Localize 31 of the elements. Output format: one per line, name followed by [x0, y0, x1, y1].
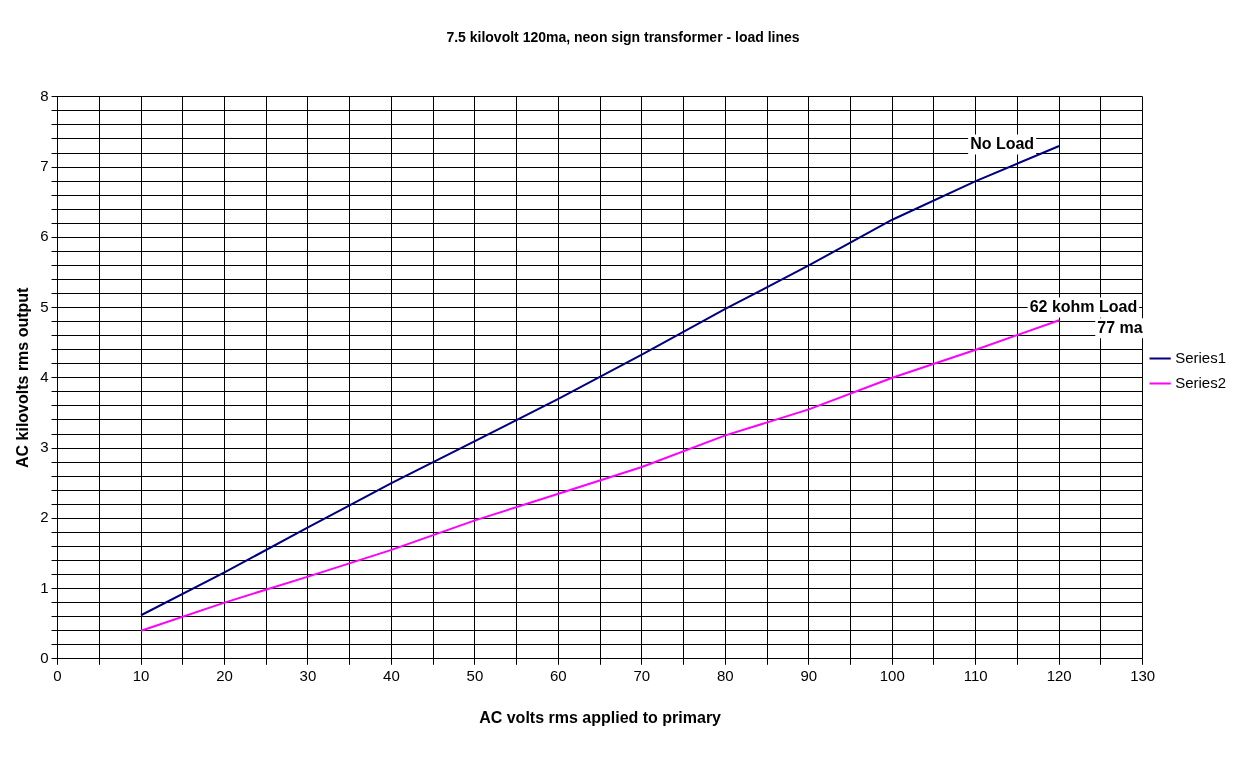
- x-tick-label: 90: [800, 666, 818, 684]
- y-tick-label: 5: [40, 297, 49, 315]
- chart-title: 7.5 kilovolt 120ma, neon sign transformer - load lines: [446, 29, 800, 46]
- y-tick-label: 6: [40, 227, 49, 245]
- y-tick-label: 0: [40, 648, 49, 666]
- x-tick-label: 70: [633, 666, 651, 684]
- legend-label: Series2: [1175, 373, 1226, 391]
- y-tick-label: 2: [40, 508, 49, 526]
- y-tick-label: 1: [40, 578, 49, 596]
- x-tick-label: 20: [216, 666, 233, 684]
- x-tick-label: 30: [299, 666, 317, 684]
- y-tick-label: 3: [40, 438, 49, 456]
- annotation: No Load: [970, 134, 1035, 152]
- annotation: 77 ma: [1097, 318, 1143, 336]
- x-tick-label: 0: [53, 666, 62, 684]
- x-tick-label: 110: [963, 666, 988, 684]
- legend-label: Series1: [1175, 348, 1226, 366]
- x-tick-label: 10: [132, 666, 150, 684]
- y-tick-label: 8: [40, 86, 49, 104]
- y-axis-title: AC kilovolts rms output: [14, 286, 32, 469]
- x-axis-title: AC volts rms applied to primary: [479, 708, 722, 726]
- x-tick-label: 80: [716, 666, 734, 684]
- x-tick-label: 60: [550, 666, 567, 684]
- y-tick-label: 7: [40, 157, 49, 175]
- annotation: 62 kohm Load: [1029, 297, 1138, 315]
- x-tick-label: 50: [466, 666, 484, 684]
- x-tick-label: 120: [1046, 666, 1072, 684]
- y-tick-label: 4: [40, 367, 49, 385]
- x-tick-label: 100: [879, 666, 905, 684]
- x-tick-label: 40: [383, 666, 400, 684]
- x-tick-label: 130: [1130, 666, 1156, 684]
